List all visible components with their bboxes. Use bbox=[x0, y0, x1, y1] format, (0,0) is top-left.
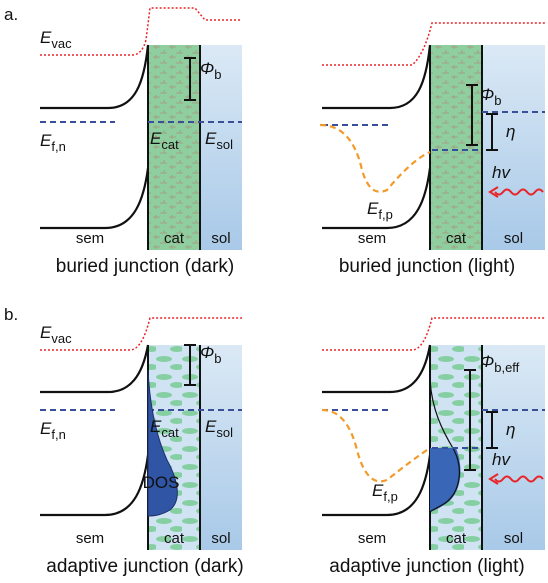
dos-label: DOS bbox=[143, 473, 180, 492]
sol-level-label-sub: sol bbox=[216, 137, 233, 152]
photon-label: hv bbox=[492, 450, 511, 469]
valence-band bbox=[40, 168, 148, 228]
cat-level-label-sub: cat bbox=[161, 137, 179, 152]
panel: sem cat sol buried junction (light) Φbη hv Ef,… bbox=[320, 23, 545, 277]
photon-label: hv bbox=[492, 163, 511, 182]
quasi-fermi-hole bbox=[322, 410, 430, 481]
region-label: cat bbox=[446, 530, 467, 547]
page: {"sections": [ {"label": "a.", "panels":… bbox=[0, 0, 548, 583]
barrier-label-main: Φ bbox=[480, 352, 494, 371]
panel-caption: buried junction (light) bbox=[339, 256, 515, 277]
fermi-hole-label-sub: f,p bbox=[383, 489, 397, 504]
sol-level-label-main: E bbox=[205, 129, 217, 148]
fermi-label: Ef,n bbox=[40, 419, 66, 442]
barrier-label-main: Φ bbox=[200, 59, 214, 78]
quasi-fermi-hole bbox=[320, 125, 430, 192]
region-label: sol bbox=[504, 530, 523, 547]
vacuum-label-main: E bbox=[40, 28, 52, 47]
region-label: sem bbox=[358, 230, 386, 247]
vacuum-label: Evac bbox=[40, 323, 72, 346]
catalyst-region bbox=[430, 45, 482, 250]
region-label: sol bbox=[504, 230, 523, 247]
fermi-hole-label: Ef,p bbox=[372, 481, 398, 504]
region-label: sol bbox=[211, 530, 230, 547]
cat-level-label-main: E bbox=[150, 417, 162, 436]
fermi-hole-label-main: E bbox=[367, 199, 379, 218]
vacuum-label-sub: vac bbox=[51, 331, 72, 346]
fermi-hole-label-main: E bbox=[372, 481, 384, 500]
region-label: sem bbox=[76, 530, 104, 547]
conduction-band bbox=[40, 345, 148, 392]
cat-level-label-main: E bbox=[150, 129, 162, 148]
cat-level-label-sub: cat bbox=[161, 425, 179, 440]
valence-band bbox=[40, 455, 148, 515]
panel-caption: buried junction (dark) bbox=[56, 256, 234, 277]
sol-level-label-sub: sol bbox=[216, 425, 233, 440]
valence-band bbox=[322, 168, 430, 228]
fermi-label-main: E bbox=[40, 419, 52, 438]
barrier-label-main: Φ bbox=[480, 85, 494, 104]
section-label: a. bbox=[4, 5, 18, 24]
barrier-label-sub: b,eff bbox=[494, 360, 519, 375]
vacuum-label-sub: vac bbox=[51, 36, 72, 51]
barrier-label-sub: b bbox=[494, 93, 501, 108]
figure: a. sem cat sol buried junction (dark) Evac Φb E… bbox=[0, 0, 548, 583]
region-label: cat bbox=[446, 230, 467, 247]
conduction-band bbox=[322, 45, 430, 108]
panel: sem cat sol buried junction (dark) Evac Φb Ef,… bbox=[40, 8, 242, 277]
fermi-hole-label-sub: f,p bbox=[378, 207, 392, 222]
vacuum-label-main: E bbox=[40, 323, 52, 342]
sol-level-label-main: E bbox=[205, 417, 217, 436]
fermi-label-sub: f,n bbox=[51, 139, 65, 154]
barrier-label-sub: b bbox=[214, 67, 221, 82]
region-label: cat bbox=[164, 530, 185, 547]
overpotential-label: η bbox=[506, 122, 515, 141]
fermi-label-sub: f,n bbox=[51, 427, 65, 442]
region-label: sem bbox=[358, 530, 386, 547]
panel: sem cat sol adaptive junction (dark) DOS Evac… bbox=[40, 318, 244, 577]
fermi-hole-label: Ef,p bbox=[367, 199, 393, 222]
panel: sem cat sol adaptive junction (light) Φb,eff… bbox=[322, 318, 545, 577]
conduction-band bbox=[322, 345, 430, 392]
fermi-label-main: E bbox=[40, 131, 52, 150]
region-label: sem bbox=[76, 230, 104, 247]
fermi-label: Ef,n bbox=[40, 131, 66, 154]
region-label: cat bbox=[164, 230, 185, 247]
barrier-label-sub: b bbox=[214, 351, 221, 366]
vacuum-label: Evac bbox=[40, 28, 72, 51]
region-label: sol bbox=[211, 230, 230, 247]
barrier-label-main: Φ bbox=[200, 343, 214, 362]
overpotential-label: η bbox=[506, 420, 515, 439]
section-label: b. bbox=[4, 305, 18, 324]
panel-caption: adaptive junction (dark) bbox=[46, 556, 244, 577]
panel-caption: adaptive junction (light) bbox=[329, 556, 524, 577]
